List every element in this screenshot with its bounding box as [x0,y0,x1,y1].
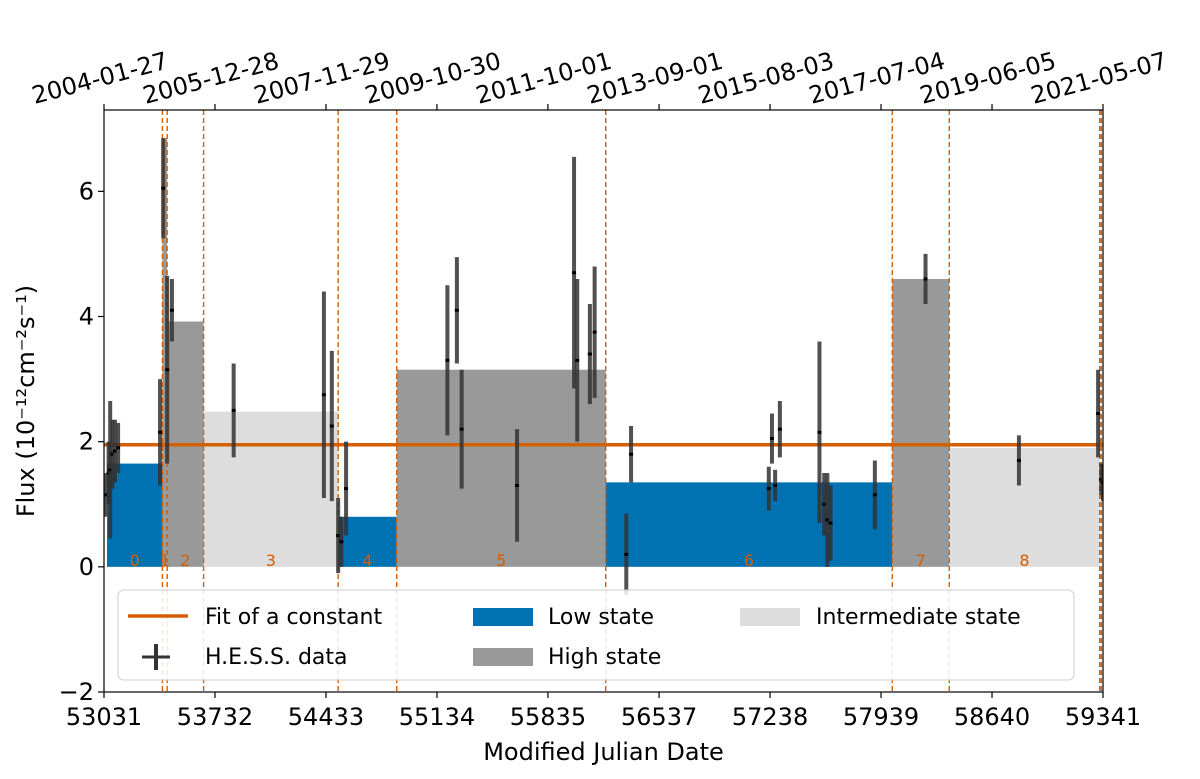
x-axis-ticks: 53031 53732 54433 55134 55835 56537 57238 57939… [66,692,1141,731]
legend-label: Intermediate state [816,605,1021,630]
x-tick-label: 57238 [732,703,808,731]
x-tick-label: 54433 [288,703,364,731]
legend-high-swatch [473,648,533,666]
x-tick-label: 53031 [66,703,142,731]
segment-label: 2 [180,551,190,570]
x-tick-label: 55134 [399,703,475,731]
state-bar-high [892,278,950,567]
state-bar-low [605,482,893,567]
y-axis-ticks: −2 0 2 4 6 [59,177,104,706]
segment-label: 7 [916,551,926,570]
segment-label: 6 [744,551,754,570]
x-axis-title: Modified Julian Date [483,738,724,766]
y-tick-label: −2 [59,678,94,706]
segment-label: 3 [266,551,276,570]
legend-label: Fit of a constant [205,605,382,630]
legend-low-swatch [473,608,533,626]
state-bar-intermediate [203,411,339,567]
x-tick-label: 55835 [510,703,586,731]
legend: Fit of a constant Low state Intermediate s… [117,589,1075,681]
state-bars [107,138,1100,567]
y-axis-title: Flux (10⁻¹²cm⁻²s⁻¹) [12,285,40,517]
x-tick-label: 58640 [954,703,1030,731]
y-tick-label: 2 [79,428,94,456]
top-date-axis-ticks: 2004-01-272005-12-282007-11-292009-10-30… [29,47,1170,110]
legend-intermediate-swatch [740,608,800,626]
segment-label: 8 [1019,551,1029,570]
state-bar-high [162,138,168,567]
segment-label: 0 [130,551,140,570]
segment-label: 1 [160,551,170,570]
segment-label: 5 [496,551,506,570]
y-tick-label: 6 [79,177,94,205]
legend-label: Low state [548,605,654,630]
x-tick-label: 57939 [843,703,919,731]
state-bar-high [396,369,606,567]
y-tick-label: 0 [79,553,94,581]
legend-box [117,589,1075,681]
x-tick-label: 56537 [621,703,697,731]
x-tick-label: 53732 [177,703,253,731]
segment-label: 4 [362,551,372,570]
legend-label: High state [548,645,661,670]
hess-data-points [104,138,1103,595]
x-tick-label: 59341 [1065,703,1141,731]
state-bar-intermediate [949,447,1100,567]
plot-frame [103,109,1104,693]
legend-label: H.E.S.S. data [205,645,348,670]
y-tick-label: 4 [79,303,94,331]
